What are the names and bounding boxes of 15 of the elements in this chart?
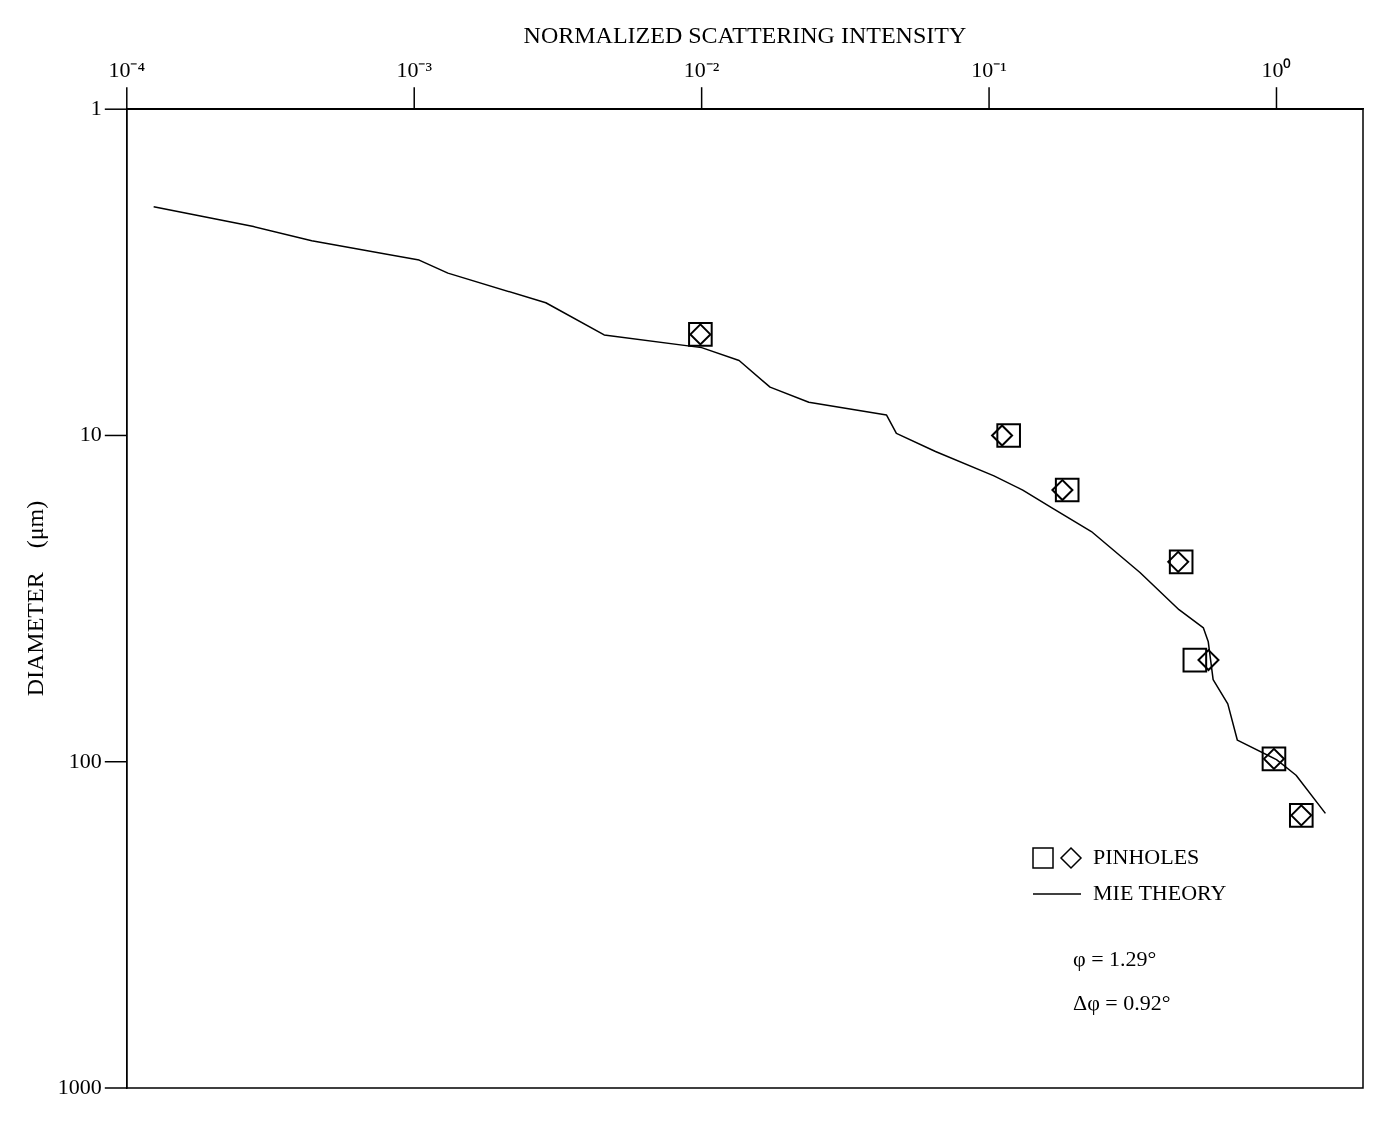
legend-label: MIE THEORY: [1093, 879, 1227, 905]
y-axis-title: DIAMETER (μm): [21, 500, 48, 697]
y-tick-label: 1: [90, 94, 102, 120]
annotation: φ = 1.29°: [1073, 945, 1157, 971]
x-tick-label: 10⁰: [1261, 56, 1292, 82]
x-axis-title: NORMALIZED SCATTERING INTENSITY: [523, 21, 967, 48]
annotation: Δφ = 0.92°: [1073, 989, 1171, 1015]
x-tick-label: 10⁻⁴: [108, 56, 146, 82]
x-tick-label: 10⁻¹: [971, 56, 1007, 82]
legend-label: PINHOLES: [1093, 843, 1200, 869]
y-tick-label: 100: [68, 747, 102, 773]
y-tick-label: 1000: [57, 1073, 102, 1099]
y-tick-label: 10: [79, 421, 102, 447]
x-tick-label: 10⁻²: [683, 56, 720, 82]
x-tick-label: 10⁻³: [396, 56, 433, 82]
